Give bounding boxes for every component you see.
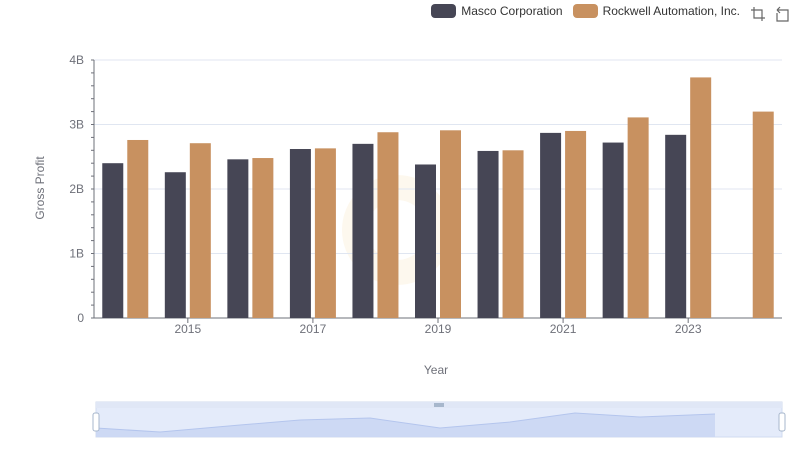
y-tick-label: 2B (69, 182, 84, 196)
bar-masco-2017[interactable] (289, 149, 311, 318)
bar-masco-2019[interactable] (415, 164, 436, 318)
x-tick-label: 2015 (174, 322, 201, 336)
y-tick-label: 0 (77, 311, 84, 325)
bar-rockwell-2014[interactable] (127, 139, 149, 318)
data-zoom-slider[interactable] (92, 401, 786, 438)
legend-item-masco[interactable]: Masco Corporation (431, 4, 563, 18)
bar-rockwell-2020[interactable] (502, 150, 524, 318)
zoom-icon[interactable] (750, 6, 766, 22)
bar-masco-2021[interactable] (540, 132, 562, 318)
y-tick-label: 4B (69, 53, 84, 67)
bar-masco-2014[interactable] (102, 163, 124, 318)
slider-drag-bar[interactable] (434, 403, 444, 407)
legend-label-masco: Masco Corporation (461, 4, 563, 18)
bar-masco-2015[interactable] (164, 172, 186, 318)
y-axis-title: Gross Profit (33, 156, 47, 220)
slider-left-handle[interactable] (92, 412, 100, 432)
x-tick-label: 2017 (300, 322, 327, 336)
restore-icon[interactable] (774, 6, 790, 22)
chart-toolbox (750, 6, 790, 22)
bar-rockwell-2019[interactable] (440, 130, 461, 318)
bar-rockwell-2015[interactable] (189, 143, 211, 318)
slider-preview-area (96, 413, 715, 437)
legend-swatch-rockwell (572, 4, 598, 18)
slider-preview-line (95, 412, 716, 433)
y-tick-label: 1B (69, 247, 84, 261)
bar-rockwell-2023[interactable] (690, 77, 712, 318)
x-tick-label: 2021 (550, 322, 577, 336)
chart-legend: Masco Corporation Rockwell Automation, I… (431, 4, 740, 18)
bar-rockwell-2017[interactable] (314, 148, 336, 318)
bar-masco-2022[interactable] (602, 142, 624, 318)
bar-masco-2023[interactable] (665, 134, 687, 318)
bar-masco-2018[interactable] (352, 143, 374, 318)
slider-right-handle[interactable] (778, 412, 786, 432)
bar-rockwell-2018[interactable] (377, 132, 399, 318)
y-tick-label: 3B (69, 118, 84, 132)
bar-masco-2020[interactable] (477, 150, 499, 318)
legend-label-rockwell: Rockwell Automation, Inc. (602, 4, 740, 18)
x-tick-label: 2023 (675, 322, 702, 336)
bar-rockwell-2021[interactable] (565, 130, 587, 318)
bar-masco-2016[interactable] (227, 159, 249, 318)
x-tick-label: 2019 (425, 322, 452, 336)
legend-swatch-masco (431, 4, 457, 18)
x-axis-title: Year (424, 363, 448, 377)
bar-rockwell-2016[interactable] (252, 158, 274, 318)
bar-rockwell-2024[interactable] (752, 111, 774, 318)
bar-rockwell-2022[interactable] (627, 117, 649, 318)
legend-item-rockwell[interactable]: Rockwell Automation, Inc. (572, 4, 740, 18)
